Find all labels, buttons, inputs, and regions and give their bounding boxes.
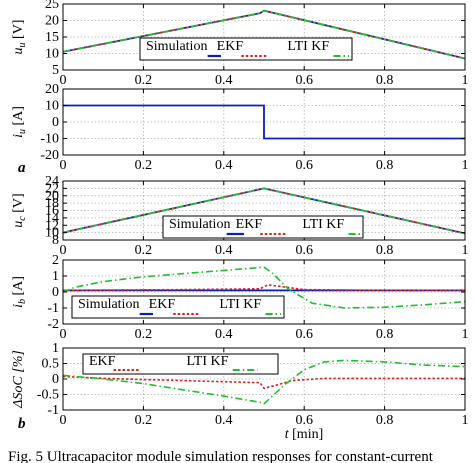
panel-letter-a: a (18, 160, 26, 176)
y-tick-label: 14 (45, 211, 59, 226)
x-tick-label: 1 (462, 243, 469, 258)
legend: Simulation EKF LTI KF (139, 37, 353, 61)
legend-label: EKF (217, 39, 244, 54)
y-tick-label: 10 (45, 226, 59, 241)
legend-label: EKF (236, 217, 263, 232)
x-tick-label: 1 (462, 413, 469, 428)
series-line-current (63, 104, 465, 140)
y-tick-label: 2 (52, 253, 59, 268)
y-tick-label: 12 (45, 218, 59, 233)
y-tick-label: -10 (40, 132, 59, 147)
x-tick-label: 0 (60, 73, 67, 88)
x-tick-label: 0.8 (376, 327, 394, 342)
y-axis-label: ib [A] (11, 276, 28, 308)
y-tick-label: 0 (52, 285, 59, 300)
legend: Simulation EKF LTI KF (71, 295, 285, 319)
x-tick-label: 0.8 (376, 243, 394, 258)
y-tick-label: 0 (52, 115, 59, 130)
series-line-lti-kf (63, 187, 465, 235)
figure-caption: Fig. 5 Ultracapacitor module simulation … (8, 449, 434, 463)
y-axis-label: ΔSoC [%] (11, 350, 26, 409)
y-tick-label: -0.5 (37, 388, 59, 403)
series-line-lti-kf (63, 359, 465, 405)
x-tick-label: 0.8 (376, 158, 394, 173)
x-tick-label: 0.4 (215, 327, 233, 342)
y-axis-label: iu [A] (11, 106, 28, 138)
legend-box (162, 215, 364, 239)
x-tick-label: 0.4 (215, 73, 233, 88)
x-tick-label: 0 (60, 327, 67, 342)
x-tick-label: 1 (462, 73, 469, 88)
x-tick-label: 0.4 (215, 413, 233, 428)
x-tick-label: 0.2 (135, 413, 153, 428)
legend-label: LTI KF (219, 297, 261, 312)
y-axis-label: uu [V] (11, 20, 28, 55)
x-tick-label: 0 (60, 158, 67, 173)
series-line-lti-kf (63, 266, 465, 309)
x-tick-label: 0.2 (135, 158, 153, 173)
x-tick-label: 0.2 (135, 327, 153, 342)
y-tick-label: -1 (47, 301, 59, 316)
x-tick-label: 0.6 (295, 327, 313, 342)
x-tick-label: 1 (462, 327, 469, 342)
y-tick-label: 25 (45, 0, 59, 12)
y-tick-label: 20 (45, 189, 59, 204)
y-tick-label: 22 (45, 181, 59, 196)
y-tick-label: -2 (47, 317, 59, 332)
x-tick-label: 0.2 (135, 73, 153, 88)
y-tick-label: 10 (45, 99, 59, 114)
panel-letter-b: b (18, 416, 26, 432)
legend-label: LTI KF (287, 39, 329, 54)
legend-label: Simulation (78, 297, 139, 312)
x-tick-label: 0.8 (376, 413, 394, 428)
y-tick-label: -20 (40, 148, 59, 163)
y-tick-label: 8 (52, 233, 59, 248)
x-tick-label: 0 (60, 413, 67, 428)
x-axis-label: t [min] (285, 427, 324, 442)
y-tick-label: 0.5 (42, 357, 60, 372)
y-tick-label: 15 (45, 30, 59, 45)
series-line-lti-kf (63, 9, 465, 60)
legend-label: LTI KF (187, 354, 229, 369)
y-tick-label: 1 (52, 269, 59, 284)
x-tick-label: 0 (60, 243, 67, 258)
x-tick-label: 0.6 (295, 158, 313, 173)
y-tick-label: 24 (45, 174, 59, 189)
legend-label: Simulation (146, 39, 207, 54)
legend-box (139, 37, 353, 61)
y-tick-label: 0 (52, 372, 59, 387)
x-tick-label: 0.6 (295, 73, 313, 88)
x-tick-label: 0.8 (376, 73, 394, 88)
y-tick-label: 5 (52, 63, 59, 78)
y-tick-label: 18 (45, 196, 59, 211)
y-tick-label: -1 (47, 403, 59, 418)
legend: EKF LTI KF (82, 353, 279, 375)
x-tick-label: 0.6 (295, 413, 313, 428)
series-line-ekf (63, 375, 465, 390)
y-tick-label: 10 (45, 47, 59, 62)
legend-box (71, 295, 285, 319)
x-tick-label: 0.4 (215, 243, 233, 258)
y-tick-label: 1 (52, 341, 59, 356)
x-tick-label: 0.6 (295, 243, 313, 258)
legend: Simulation EKF LTI KF (162, 215, 364, 239)
y-tick-label: 20 (45, 14, 59, 29)
x-tick-label: 1 (462, 158, 469, 173)
y-axis-label: uc [V] (11, 193, 28, 227)
legend-label: LTI KF (302, 217, 344, 232)
x-tick-label: 0.4 (215, 158, 233, 173)
legend-label: EKF (149, 297, 176, 312)
legend-label: EKF (89, 354, 116, 369)
x-tick-label: 0.2 (135, 243, 153, 258)
y-tick-label: 16 (45, 204, 59, 219)
legend-label: Simulation (169, 217, 230, 232)
y-tick-label: 20 (45, 82, 59, 97)
